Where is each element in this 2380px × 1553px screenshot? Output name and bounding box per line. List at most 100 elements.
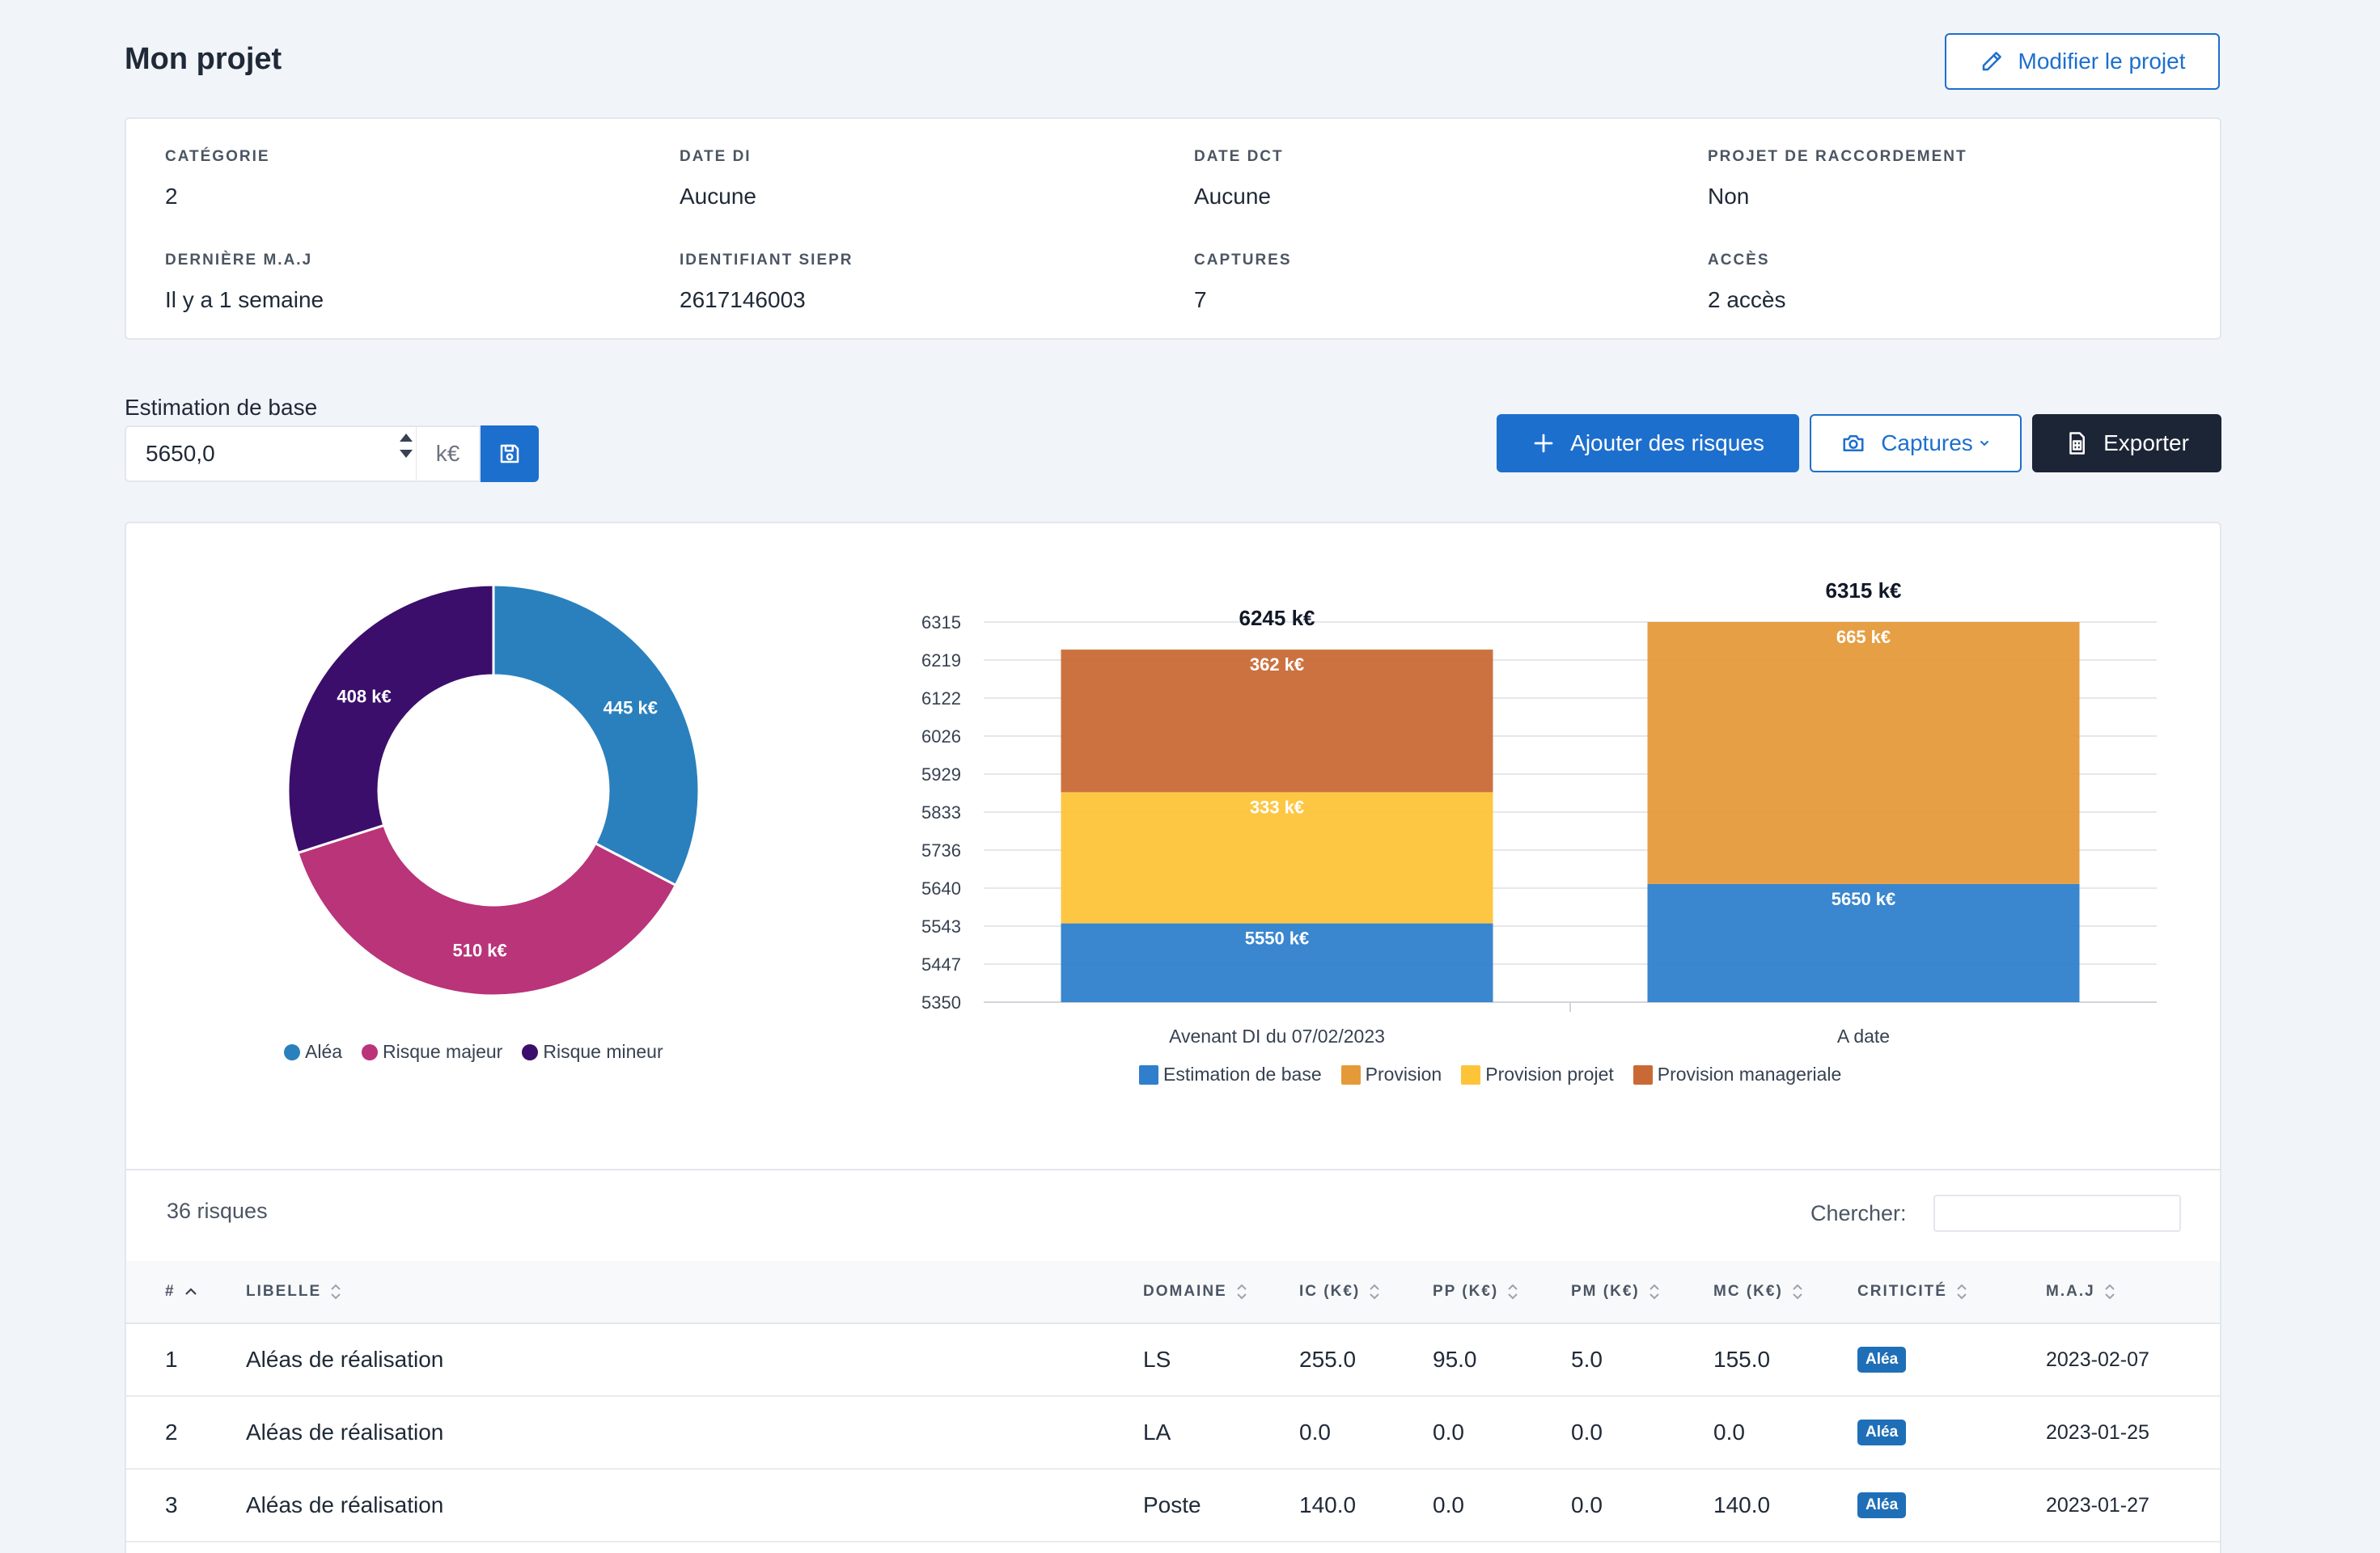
- bar-segment[interactable]: [1061, 792, 1493, 924]
- donut-legend: Aléa Risque majeur Risque mineur: [284, 1041, 683, 1063]
- cell-maj: 2023-02-07: [2046, 1348, 2149, 1371]
- legend-alea[interactable]: Aléa: [284, 1041, 342, 1063]
- sort-icon: [1793, 1284, 1802, 1300]
- donut-slice[interactable]: [492, 583, 701, 887]
- legend-label: Provision: [1365, 1064, 1442, 1085]
- legend-swatch: [1139, 1064, 1158, 1085]
- search-input[interactable]: [1933, 1195, 2181, 1232]
- cell-num: 1: [165, 1347, 178, 1372]
- cell-pp: 95.0: [1433, 1347, 1477, 1372]
- table-row[interactable]: 3 Aléas de réalisation Poste 140.0 0.0 0…: [126, 1470, 2220, 1542]
- y-tick-label: 5350: [921, 992, 961, 1013]
- cell-pm: 5.0: [1571, 1347, 1603, 1372]
- info-date-di: DATE DI Aucune: [680, 148, 756, 209]
- legend-estimation-base[interactable]: Estimation de base: [1139, 1064, 1322, 1085]
- column-label: M.A.J: [2046, 1283, 2095, 1300]
- legend-label: Risque majeur: [383, 1041, 503, 1062]
- y-tick-label: 6026: [921, 726, 961, 747]
- y-tick-label: 5640: [921, 878, 961, 899]
- column-label: PM (K€): [1571, 1283, 1640, 1300]
- column-header-libelle[interactable]: LIBELLE: [246, 1261, 342, 1322]
- export-button[interactable]: Exporter: [2032, 414, 2221, 472]
- legend-provision-manageriale[interactable]: Provision manageriale: [1633, 1064, 1841, 1085]
- cell-domaine: LA: [1143, 1420, 1171, 1445]
- column-label: LIBELLE: [246, 1283, 322, 1300]
- info-derniere-maj: DERNIÈRE M.A.J Il y a 1 semaine: [165, 252, 324, 313]
- table-row[interactable]: 2 Aléas de réalisation LA 0.0 0.0 0.0 0.…: [126, 1397, 2220, 1470]
- info-label: DATE DI: [680, 148, 752, 165]
- number-spinner[interactable]: [400, 434, 413, 458]
- cell-criticite: Aléa: [1857, 1470, 1907, 1541]
- column-header-pm[interactable]: PM (K€): [1571, 1261, 1661, 1322]
- bar-segment[interactable]: [1061, 650, 1493, 793]
- legend-dot: [362, 1043, 379, 1060]
- bar-segment[interactable]: [1647, 622, 2080, 884]
- info-label: CAPTURES: [1194, 252, 1292, 269]
- captures-dropdown-button[interactable]: Captures: [1810, 414, 2022, 472]
- y-tick-label: 6219: [921, 650, 961, 671]
- project-info-card: CATÉGORIE 2 DATE DI Aucune DATE DCT Aucu…: [125, 117, 2221, 340]
- bar-value-label: 5550 k€: [1245, 929, 1310, 949]
- cell-libelle: Aléas de réalisation: [246, 1492, 444, 1517]
- save-estimation-button[interactable]: [481, 425, 539, 482]
- sort-icon: [1508, 1284, 1518, 1300]
- donut-chart: 445 k€ 510 k€ 408 k€: [286, 583, 701, 997]
- column-header-pp[interactable]: PP (K€): [1433, 1261, 1519, 1322]
- cell-ic: 255.0: [1299, 1347, 1357, 1372]
- column-label: DOMAINE: [1143, 1283, 1227, 1300]
- bar-segment[interactable]: [1647, 883, 2080, 1002]
- column-header-ic[interactable]: IC (K€): [1299, 1261, 1381, 1322]
- bar-segment[interactable]: [1061, 923, 1493, 1002]
- legend-label: Estimation de base: [1163, 1064, 1322, 1085]
- sort-icon: [1370, 1284, 1379, 1300]
- column-header-num[interactable]: #: [165, 1261, 198, 1322]
- donut-slice[interactable]: [286, 583, 495, 855]
- cell-domaine: Poste: [1143, 1492, 1201, 1517]
- plus-icon: [1534, 434, 1553, 453]
- y-tick-label: 5543: [921, 916, 961, 937]
- page: Mon projet Modifier le projet CATÉGORIE …: [125, 0, 2221, 1553]
- estimation-value: 5650,0: [146, 441, 215, 466]
- estimation-input-group: 5650,0 k€: [125, 425, 539, 482]
- edit-project-label: Modifier le projet: [2018, 49, 2186, 74]
- column-header-criticite[interactable]: CRITICITÉ: [1857, 1261, 1968, 1322]
- sort-icon: [331, 1284, 341, 1300]
- edit-project-button[interactable]: Modifier le projet: [1945, 33, 2220, 90]
- legend-risque-mineur[interactable]: Risque mineur: [522, 1041, 663, 1063]
- table-row[interactable]: 1 Aléas de réalisation LS 255.0 95.0 5.0…: [126, 1324, 2220, 1397]
- estimation-unit: k€: [416, 425, 481, 482]
- column-header-domaine[interactable]: DOMAINE: [1143, 1261, 1248, 1322]
- x-category-label: A date: [1837, 1026, 1890, 1047]
- legend-provision[interactable]: Provision: [1340, 1064, 1442, 1085]
- legend-provision-projet[interactable]: Provision projet: [1461, 1064, 1614, 1085]
- slice-label: 445 k€: [603, 697, 658, 717]
- bar-value-label: 5650 k€: [1832, 889, 1896, 909]
- page-title: Mon projet: [125, 42, 282, 76]
- spin-up-icon[interactable]: [400, 434, 413, 442]
- info-value: Aucune: [680, 184, 756, 209]
- add-risks-button[interactable]: Ajouter des risques: [1497, 414, 1799, 472]
- info-value: 7: [1194, 287, 1207, 312]
- column-header-maj[interactable]: M.A.J: [2046, 1261, 2116, 1322]
- estimation-input[interactable]: 5650,0: [125, 425, 416, 482]
- cell-libelle: Aléas de réalisation: [246, 1420, 444, 1445]
- bar-total-label: 6245 k€: [1239, 606, 1315, 630]
- cell-domaine: LS: [1143, 1347, 1171, 1372]
- slice-label: 408 k€: [337, 686, 391, 706]
- info-label: IDENTIFIANT SIEPR: [680, 252, 853, 269]
- pencil-icon: [1982, 52, 2001, 71]
- add-risks-label: Ajouter des risques: [1570, 430, 1764, 455]
- donut-slice[interactable]: [296, 823, 678, 997]
- info-identifiant-siepr: IDENTIFIANT SIEPR 2617146003: [680, 252, 853, 313]
- criticite-badge: Aléa: [1857, 1420, 1907, 1445]
- legend-risque-majeur[interactable]: Risque majeur: [362, 1041, 502, 1063]
- info-label: PROJET DE RACCORDEMENT: [1708, 148, 1967, 165]
- sort-icon: [1649, 1284, 1659, 1300]
- spin-down-icon[interactable]: [400, 450, 413, 458]
- column-header-mc[interactable]: MC (K€): [1713, 1261, 1804, 1322]
- cell-ic: 0.0: [1299, 1420, 1331, 1445]
- column-label: IC (K€): [1299, 1283, 1361, 1300]
- legend-label: Risque mineur: [543, 1041, 663, 1062]
- divider: [126, 1169, 2220, 1170]
- bar-legend: Estimation de base Provision Provision p…: [1139, 1064, 1861, 1085]
